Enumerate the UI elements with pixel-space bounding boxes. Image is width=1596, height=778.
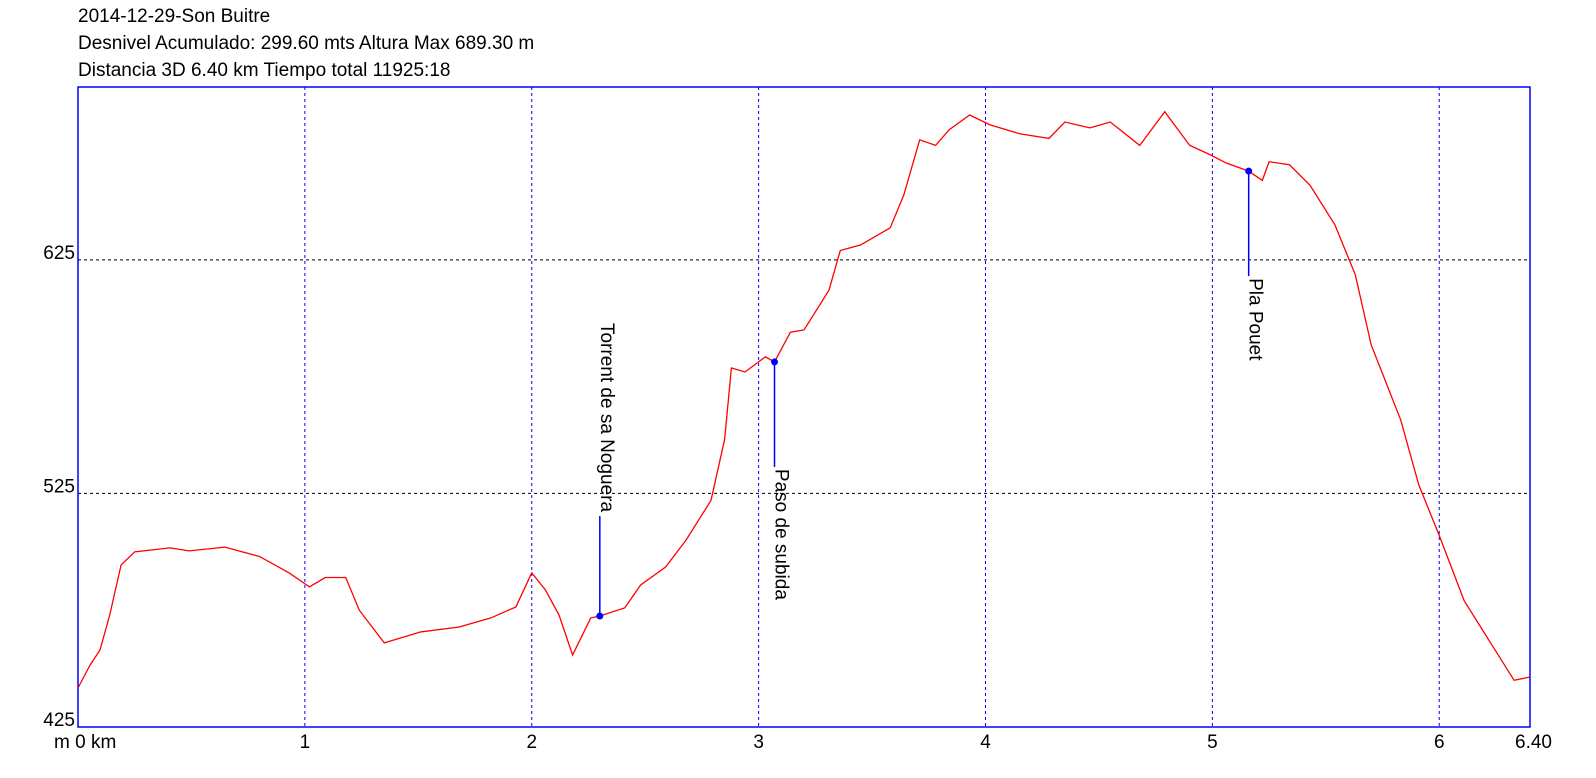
annotation-label: Pla Pouet bbox=[1245, 278, 1266, 361]
annotation-label: Paso de subida bbox=[770, 469, 791, 600]
waypoint bbox=[1245, 167, 1253, 175]
x-tick-label: m 0 km bbox=[54, 732, 116, 753]
x-tick-label: 4 bbox=[980, 732, 991, 753]
y-tick-label: 625 bbox=[43, 243, 75, 264]
y-tick-label: 525 bbox=[43, 476, 75, 497]
chart-title: 2014-12-29-Son Buitre bbox=[78, 6, 270, 27]
x-tick-label: 3 bbox=[753, 732, 764, 753]
x-tick-label: 2 bbox=[526, 732, 537, 753]
chart-subtitle: Distancia 3D 6.40 km Tiempo total 11925:… bbox=[78, 60, 450, 81]
plot-frame bbox=[77, 86, 1531, 728]
chart-subtitle: Desnivel Acumulado: 299.60 mts Altura Ma… bbox=[78, 33, 534, 54]
elevation-line bbox=[77, 110, 1531, 689]
y-tick-label: 425 bbox=[43, 710, 75, 731]
annotation-label: Torrent de sa Noguera bbox=[596, 323, 617, 512]
x-tick-label: 1 bbox=[300, 732, 311, 753]
waypoint bbox=[771, 358, 779, 366]
x-tick-label: 6.40 bbox=[1515, 732, 1552, 753]
waypoint bbox=[596, 612, 604, 620]
x-tick-label: 5 bbox=[1207, 732, 1218, 753]
x-tick-label: 6 bbox=[1434, 732, 1445, 753]
